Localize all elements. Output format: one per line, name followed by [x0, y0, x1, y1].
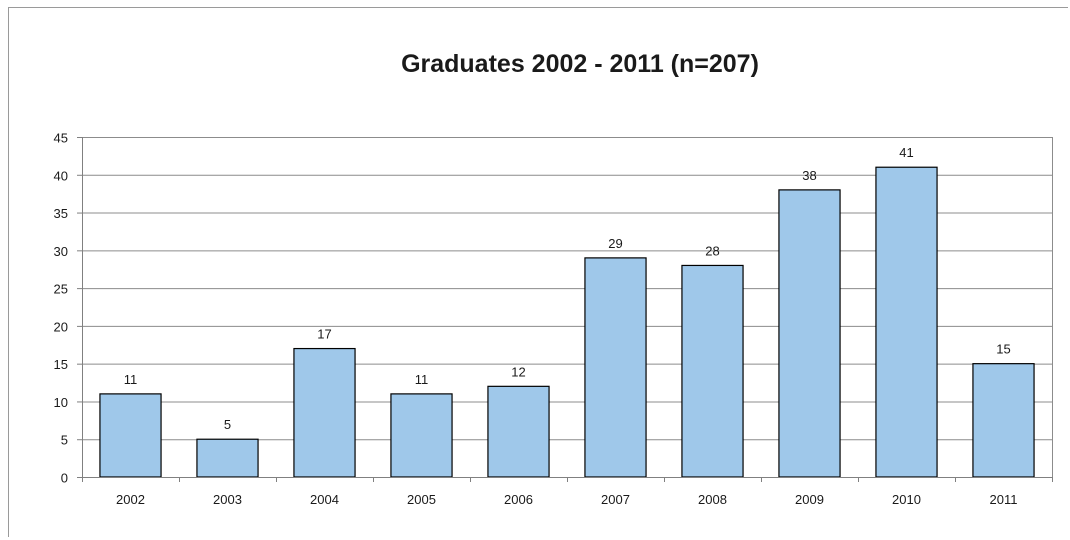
- x-tick-label: 2008: [698, 492, 727, 507]
- x-tick-label: 2004: [310, 492, 339, 507]
- chart-frame: [8, 7, 1068, 537]
- data-label: 5: [224, 417, 231, 432]
- data-label: 15: [996, 342, 1010, 357]
- bar: [875, 166, 938, 478]
- x-tick-label: 2011: [990, 492, 1018, 507]
- x-tick-label: 2003: [213, 492, 242, 507]
- y-tick-label: 35: [54, 206, 68, 221]
- x-tick-label: 2009: [795, 492, 824, 507]
- x-tick-label: 2002: [116, 492, 145, 507]
- data-label: 11: [124, 372, 138, 387]
- y-tick-label: 20: [54, 319, 68, 334]
- bar: [681, 264, 744, 478]
- data-label: 38: [802, 168, 816, 183]
- chart-title: Graduates 2002 - 2011 (n=207): [401, 50, 759, 78]
- y-tick-label: 0: [61, 471, 68, 486]
- data-label: 12: [511, 364, 525, 379]
- bar: [972, 363, 1035, 478]
- y-tick-label: 10: [54, 395, 68, 410]
- y-tick-label: 45: [54, 131, 68, 146]
- bar: [293, 347, 356, 478]
- x-tick-label: 2005: [407, 492, 436, 507]
- data-label: 17: [317, 327, 331, 342]
- y-tick-label: 5: [61, 433, 68, 448]
- bar: [196, 438, 259, 478]
- bar: [390, 393, 453, 478]
- bar: [584, 257, 647, 478]
- data-label: 41: [899, 145, 913, 160]
- x-tick-label: 2007: [601, 492, 630, 507]
- bar: [487, 385, 550, 478]
- data-label: 11: [415, 372, 429, 387]
- x-tick-label: 2006: [504, 492, 533, 507]
- bar: [99, 393, 162, 478]
- y-tick-label: 40: [54, 168, 68, 183]
- y-tick-label: 25: [54, 282, 68, 297]
- y-tick-label: 30: [54, 244, 68, 259]
- y-tick-label: 15: [54, 357, 68, 372]
- data-label: 28: [705, 243, 719, 258]
- x-tick-label: 2010: [892, 492, 921, 507]
- data-label: 29: [608, 236, 622, 251]
- bar: [778, 189, 841, 478]
